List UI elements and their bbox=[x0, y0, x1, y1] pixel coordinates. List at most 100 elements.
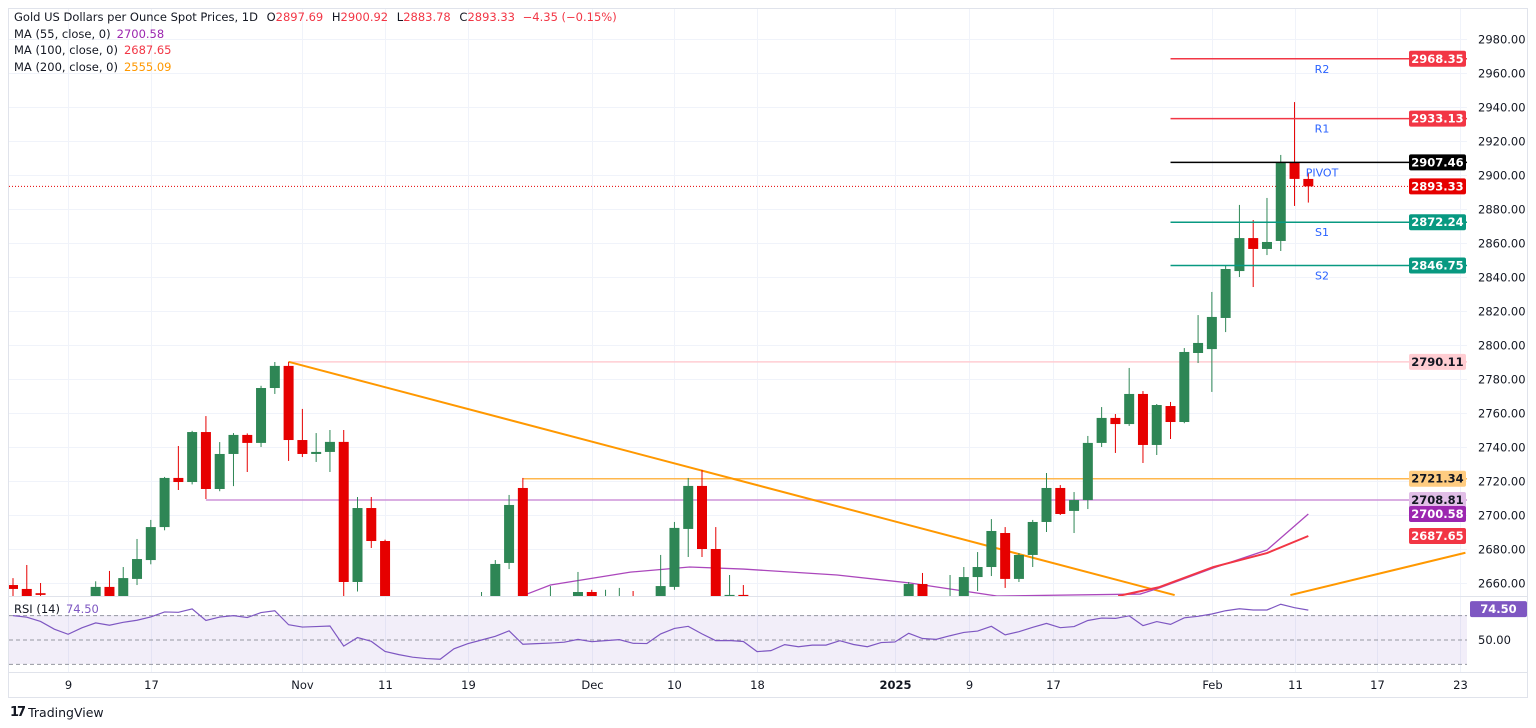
time-axis[interactable]: 9 17 Nov 11 19 Dec 10 18 2025 9 17 Feb 11 17 23 bbox=[65, 678, 1468, 692]
trend-line[interactable] bbox=[1290, 551, 1466, 596]
candle-up bbox=[269, 365, 280, 389]
price-badge-s2 bbox=[1409, 257, 1466, 274]
ma-badge bbox=[1409, 527, 1466, 544]
indicator-ma100[interactable]: MA (100, close, 0) 2687.65 bbox=[14, 42, 617, 59]
rsi-badge-text: 74.50 bbox=[1480, 602, 1516, 616]
candle-up bbox=[1013, 554, 1024, 579]
indicator-ma200[interactable]: MA (200, close, 0) 2555.09 bbox=[14, 59, 617, 76]
brand-name: TradingView bbox=[28, 705, 104, 720]
pivot-label-r2: R2 bbox=[1315, 63, 1330, 76]
price-badge-pivot-text: 2907.46 bbox=[1411, 155, 1463, 169]
indicator-label: MA (55, close, 0) bbox=[14, 26, 111, 41]
low-value: 2883.78 bbox=[403, 10, 451, 24]
price-badge-r2 bbox=[1409, 50, 1466, 67]
trend-lines[interactable] bbox=[288, 360, 1466, 596]
price-tick-label: 2780.00 bbox=[1478, 373, 1526, 387]
candle-up bbox=[958, 577, 969, 596]
price-badge-pivot bbox=[1409, 154, 1466, 171]
time-tick-label: Dec bbox=[581, 678, 603, 692]
candle-up bbox=[572, 592, 583, 596]
change-value: −4.35 (−0.15%) bbox=[522, 10, 617, 24]
symbol-title[interactable]: Gold US Dollars per Ounce Spot Prices, 1… bbox=[14, 10, 258, 24]
candle-down bbox=[297, 440, 308, 454]
indicator-label: MA (200, close, 0) bbox=[14, 59, 118, 74]
candle-down bbox=[517, 487, 528, 596]
candle-up bbox=[724, 594, 735, 596]
candles bbox=[9, 102, 1314, 596]
candle-down bbox=[1303, 178, 1314, 187]
chart-frame bbox=[8, 8, 1528, 698]
candle-up bbox=[1096, 417, 1107, 443]
symbol-row: Gold US Dollars per Ounce Spot Prices, 1… bbox=[14, 9, 617, 26]
price-tick-label: 2900.00 bbox=[1478, 169, 1526, 183]
candle-up bbox=[90, 586, 101, 596]
candle-down bbox=[9, 585, 18, 589]
candle-down bbox=[380, 541, 391, 596]
candle-down bbox=[242, 434, 253, 443]
tradingview-brand[interactable]: 17 TradingView bbox=[10, 705, 104, 720]
candle-up bbox=[145, 527, 156, 561]
last-price-badge-text: 2893.33 bbox=[1411, 179, 1463, 193]
time-tick-label: Nov bbox=[291, 678, 314, 692]
candle-up bbox=[1069, 500, 1080, 511]
rsi-label: RSI (14) bbox=[14, 602, 60, 616]
moving-averages bbox=[526, 513, 1309, 596]
candle-down bbox=[1055, 487, 1066, 514]
candle-up bbox=[352, 508, 363, 582]
candle-up bbox=[324, 441, 335, 452]
time-tick-label: 17 bbox=[1370, 678, 1385, 692]
candle-up bbox=[986, 530, 997, 568]
price-tick-label: 2860.00 bbox=[1478, 237, 1526, 251]
trend-line[interactable] bbox=[288, 360, 1175, 596]
candle-up bbox=[490, 563, 501, 596]
time-tick-label: 11 bbox=[378, 678, 393, 692]
price-badges: 2968.35 2933.13 2907.46 2872.24 2846.75 2893.… bbox=[1409, 50, 1527, 618]
candle-down bbox=[1248, 238, 1259, 249]
time-tick-label: 9 bbox=[65, 678, 72, 692]
rsi-series bbox=[12, 603, 1309, 660]
pivot-label-r1: R1 bbox=[1315, 123, 1330, 136]
horizontal-line-badge bbox=[1409, 492, 1466, 509]
candle-up bbox=[669, 527, 680, 587]
time-tick-label: 9 bbox=[966, 678, 973, 692]
rsi-levels bbox=[9, 615, 1467, 665]
tradingview-logo-icon: 17 bbox=[10, 705, 26, 720]
close-label: C bbox=[459, 10, 468, 24]
horizontal-lines[interactable] bbox=[9, 185, 1467, 501]
candle-up bbox=[1027, 521, 1038, 555]
price-tick-label: 2840.00 bbox=[1478, 271, 1526, 285]
candle-up bbox=[1234, 238, 1245, 272]
price-tick-label: 2980.00 bbox=[1478, 33, 1526, 47]
grid bbox=[9, 9, 1467, 672]
candle-down bbox=[1000, 533, 1011, 579]
candle-up bbox=[504, 504, 515, 563]
candle-up bbox=[972, 567, 983, 578]
candle-down bbox=[917, 584, 928, 596]
price-tick-label: 2700.00 bbox=[1478, 509, 1526, 523]
chart-legend: Gold US Dollars per Ounce Spot Prices, 1… bbox=[14, 9, 617, 75]
candle-down bbox=[1137, 393, 1148, 445]
time-tick-label: 11 bbox=[1288, 678, 1303, 692]
indicator-ma55[interactable]: MA (55, close, 0) 2700.58 bbox=[14, 26, 617, 43]
candle-up bbox=[118, 578, 129, 596]
indicator-value: 2700.58 bbox=[116, 26, 165, 41]
candle-up bbox=[1193, 342, 1204, 353]
indicator-label: MA (100, close, 0) bbox=[14, 43, 118, 57]
time-tick-label: 19 bbox=[461, 678, 476, 692]
candle-up bbox=[1275, 162, 1286, 241]
indicator-value: 2555.09 bbox=[123, 59, 172, 74]
candle-down bbox=[738, 594, 749, 596]
open-label: O bbox=[266, 10, 276, 24]
time-tick-label: Feb bbox=[1202, 678, 1222, 692]
candle-down bbox=[366, 508, 377, 542]
horizontal-line-badge-text: 2708.81 bbox=[1411, 493, 1463, 507]
price-axis[interactable]: 2980.00 2960.00 2940.00 2920.00 2900.00 2880.… bbox=[1478, 33, 1526, 648]
candle-up bbox=[903, 584, 914, 596]
candle-down bbox=[338, 441, 349, 582]
price-tick-label: 2720.00 bbox=[1478, 475, 1526, 489]
rsi-legend[interactable]: RSI (14) 74.50 bbox=[14, 601, 99, 618]
horizontal-line-badge bbox=[1409, 353, 1466, 370]
open-value: 2897.69 bbox=[275, 10, 324, 24]
candle-down bbox=[104, 586, 115, 596]
